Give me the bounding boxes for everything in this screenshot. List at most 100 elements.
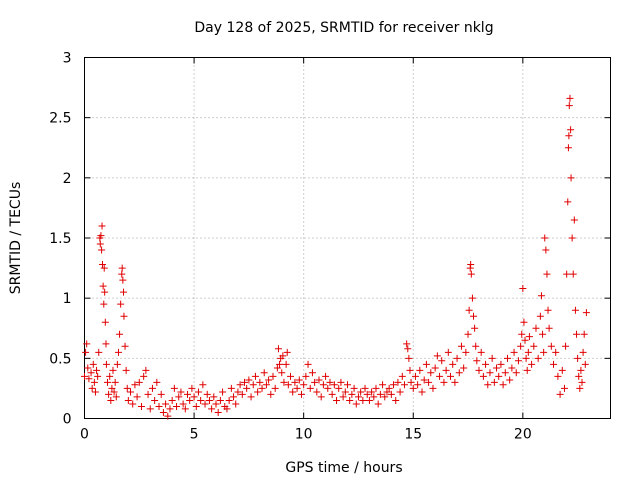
data-point xyxy=(477,348,485,356)
data-point xyxy=(140,372,148,380)
data-point xyxy=(311,378,319,386)
data-point xyxy=(431,364,439,372)
data-point xyxy=(341,388,349,396)
data-point xyxy=(544,306,552,314)
data-point xyxy=(385,384,393,392)
data-point xyxy=(508,364,516,372)
data-point xyxy=(518,330,526,338)
data-point xyxy=(276,360,284,368)
data-point xyxy=(390,381,398,389)
data-point xyxy=(159,408,167,416)
data-point xyxy=(107,396,115,404)
data-point xyxy=(462,348,470,356)
data-point xyxy=(457,342,465,350)
y-axis-label: SRMTID / TECUs xyxy=(8,182,24,295)
data-point xyxy=(326,378,334,386)
data-point xyxy=(89,360,97,368)
x-tick-label: 15 xyxy=(404,427,422,443)
data-point xyxy=(133,393,141,401)
data-point xyxy=(442,366,450,374)
data-point xyxy=(94,372,102,380)
data-point xyxy=(565,102,573,110)
data-point xyxy=(348,390,356,398)
data-point xyxy=(98,222,106,230)
data-point xyxy=(534,354,542,362)
data-point xyxy=(376,390,384,398)
data-point xyxy=(350,384,358,392)
data-point xyxy=(330,381,338,389)
data-point xyxy=(398,372,406,380)
data-point xyxy=(528,360,536,368)
data-point xyxy=(302,372,310,380)
data-point xyxy=(108,384,116,392)
data-point xyxy=(573,330,581,338)
data-point xyxy=(404,345,412,353)
data-point xyxy=(120,288,128,296)
data-point xyxy=(346,396,354,404)
data-point xyxy=(93,366,101,374)
data-point xyxy=(212,400,220,408)
data-point xyxy=(436,372,444,380)
data-point xyxy=(146,405,154,413)
data-point xyxy=(409,384,417,392)
data-point xyxy=(124,396,132,404)
data-point xyxy=(267,390,275,398)
data-point xyxy=(322,372,330,380)
data-point xyxy=(556,390,564,398)
data-point xyxy=(547,342,555,350)
data-point xyxy=(425,378,433,386)
data-point xyxy=(406,366,414,374)
data-point xyxy=(564,144,572,152)
data-point xyxy=(482,360,490,368)
data-point xyxy=(522,354,530,362)
data-point xyxy=(568,234,576,242)
data-point xyxy=(190,393,198,401)
data-point xyxy=(467,270,475,278)
data-point xyxy=(236,381,244,389)
data-point xyxy=(98,246,106,254)
data-point xyxy=(194,388,202,396)
data-point xyxy=(453,354,461,362)
data-point xyxy=(297,390,305,398)
data-point xyxy=(105,390,113,398)
data-point xyxy=(484,381,492,389)
data-point xyxy=(444,348,452,356)
data-point xyxy=(403,340,411,348)
data-point xyxy=(274,345,282,353)
scatter-points xyxy=(81,94,590,420)
data-point xyxy=(368,388,376,396)
data-point xyxy=(365,396,373,404)
data-point xyxy=(269,372,277,380)
data-point xyxy=(447,372,455,380)
data-point xyxy=(304,360,312,368)
data-point xyxy=(578,378,586,386)
data-point xyxy=(114,348,122,356)
data-point xyxy=(291,378,299,386)
data-point xyxy=(295,376,303,384)
data-point xyxy=(166,405,174,413)
y-tick-label: 3 xyxy=(63,51,72,67)
data-point xyxy=(232,400,240,408)
data-point xyxy=(287,372,295,380)
data-point xyxy=(144,390,152,398)
data-point xyxy=(127,388,135,396)
data-point xyxy=(313,388,321,396)
x-tick-label: 10 xyxy=(295,427,313,443)
data-point xyxy=(539,330,547,338)
data-point xyxy=(379,381,387,389)
data-point xyxy=(280,378,288,386)
data-point xyxy=(512,369,520,377)
data-point xyxy=(181,405,189,413)
data-point xyxy=(520,318,528,326)
data-point xyxy=(111,378,119,386)
data-point xyxy=(262,381,270,389)
data-point xyxy=(113,360,121,368)
data-point xyxy=(569,270,577,278)
data-point xyxy=(359,396,367,404)
data-point xyxy=(129,400,137,408)
data-point xyxy=(283,348,291,356)
data-point xyxy=(278,369,286,377)
data-point xyxy=(372,384,380,392)
data-point xyxy=(465,306,473,314)
data-point xyxy=(148,384,156,392)
